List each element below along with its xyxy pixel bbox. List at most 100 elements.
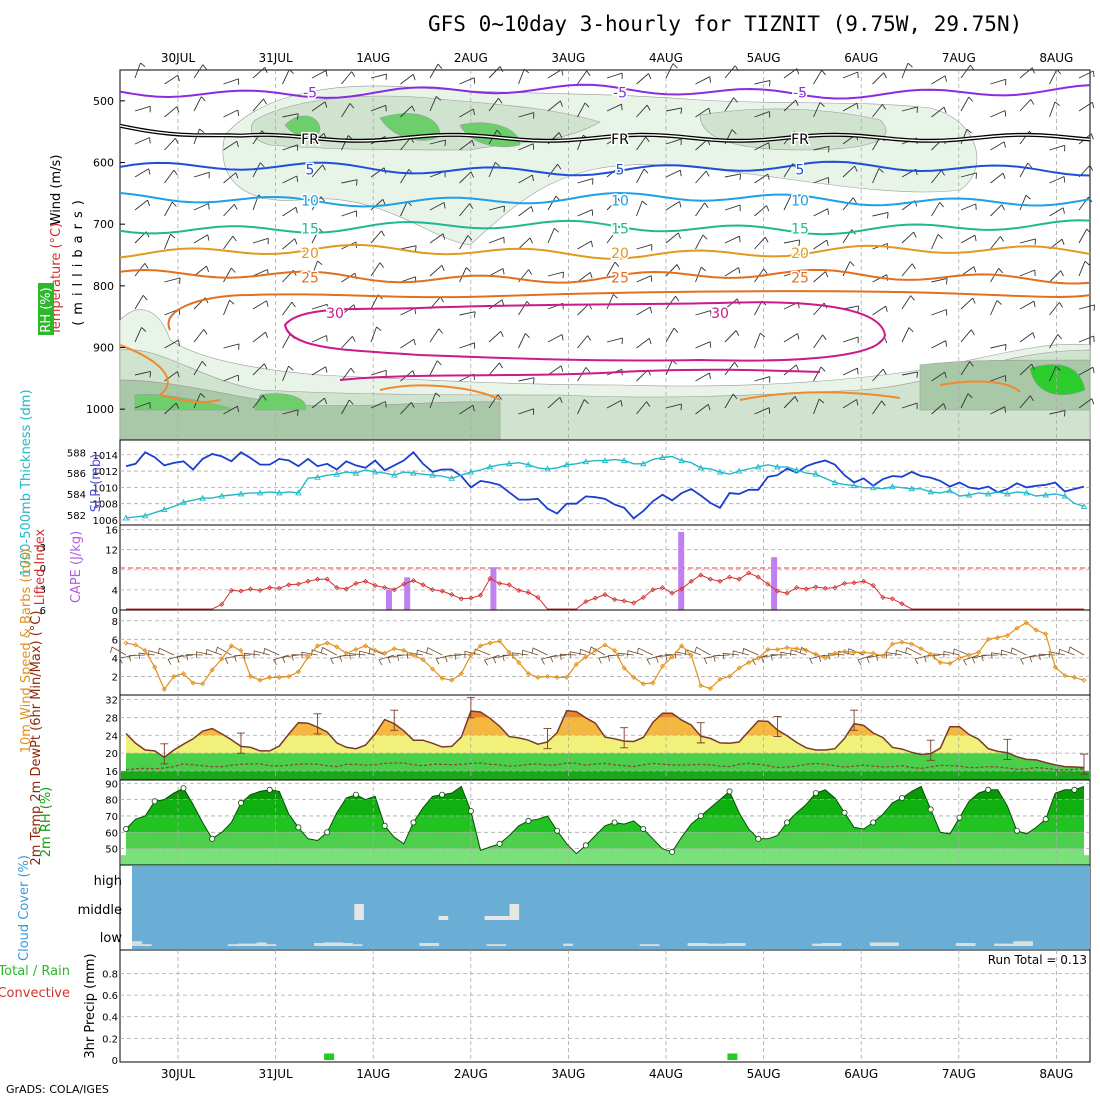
- wind-barb: [577, 335, 592, 349]
- rh-marker: [410, 819, 417, 826]
- contour-label: 25: [611, 271, 629, 287]
- cloud-panel: high middle low: [78, 864, 1091, 951]
- wind10m-barb: [196, 651, 213, 658]
- wind-barb: [783, 99, 799, 112]
- wind-barb: [252, 331, 269, 343]
- wind-barb: [577, 102, 590, 118]
- wind10m-marker: [257, 677, 263, 683]
- li-marker: [410, 578, 416, 584]
- precip-bar: [727, 1053, 738, 1060]
- rh-tick-label: 70: [105, 812, 118, 823]
- precip-axis-label: 3hr Precip (mm): [83, 953, 98, 1058]
- cloud-low-block: [706, 943, 717, 946]
- wind-barb: [872, 368, 887, 382]
- thickness-marker: [467, 468, 475, 475]
- slp-tick-label: 1008: [93, 500, 118, 511]
- cape-tick-label: 4: [112, 586, 118, 597]
- wind-barb: [370, 198, 386, 211]
- wind-barb: [193, 96, 206, 112]
- wind-barb: [695, 107, 711, 118]
- contour-label: 20: [301, 246, 319, 262]
- lifted-index-line: [126, 570, 1084, 610]
- rh-marker: [812, 790, 819, 797]
- rh-low-band: [121, 855, 1089, 865]
- thickness-marker: [793, 466, 800, 473]
- bottom-date-label: 6AUG: [844, 1067, 878, 1081]
- wind10m-panel: 8 6 4 2: [110, 609, 1091, 696]
- wind-barb: [695, 76, 712, 85]
- li-marker: [870, 582, 876, 589]
- li-marker: [439, 588, 445, 594]
- cloud-middle-block: [509, 904, 520, 920]
- wind10m-grid: [120, 610, 1090, 695]
- cloud-low-block: [141, 944, 152, 946]
- wind10m-marker: [525, 671, 531, 677]
- wind-barb: [547, 271, 564, 279]
- wind-barb: [931, 202, 944, 217]
- wind-barb: [429, 63, 443, 79]
- wind-barb: [134, 105, 151, 113]
- wind-barb: [282, 144, 299, 151]
- precip-panel-frame: [119, 949, 1091, 1063]
- wind-barb: [223, 109, 240, 118]
- wind10m-marker: [305, 654, 311, 660]
- rh-marker: [669, 848, 676, 855]
- wind-barb: [341, 179, 358, 186]
- wind-barb: [754, 205, 770, 217]
- wind-barb: [901, 327, 914, 343]
- wind-barb: [901, 371, 919, 378]
- rh-marker: [582, 842, 589, 849]
- wind10m-marker: [755, 655, 761, 661]
- minmax-whisker: [160, 743, 169, 765]
- cape-grid: [120, 525, 1090, 610]
- wind10m-barb: [1029, 654, 1046, 663]
- minmax-whisker: [696, 722, 705, 744]
- wind10m-marker: [966, 652, 972, 658]
- thickness-marker: [716, 468, 724, 475]
- wind-barb: [724, 173, 742, 180]
- wind10m-barb: [483, 654, 500, 666]
- rh-marker: [755, 835, 762, 842]
- precip-convective-label: Convective: [0, 986, 70, 1001]
- rh-marker: [237, 799, 244, 806]
- li-marker: [746, 570, 752, 576]
- wind10m-marker: [420, 657, 426, 663]
- pressure-ylabel: (millibars): [71, 194, 86, 326]
- wind-barb: [252, 237, 269, 245]
- wind-barb: [606, 72, 623, 80]
- wind-barb: [724, 361, 739, 376]
- wind10m-marker: [832, 650, 838, 656]
- wind-barb: [813, 398, 825, 415]
- wind-barb: [665, 169, 682, 178]
- wind10m-barb: [866, 654, 883, 664]
- wind-barb: [577, 70, 591, 85]
- top-date-label: 4AUG: [649, 51, 683, 65]
- wind-barb: [990, 300, 1002, 316]
- wind10m-marker: [401, 647, 407, 654]
- li-marker: [659, 585, 666, 591]
- li-marker: [247, 586, 254, 592]
- wind-barb: [724, 235, 741, 244]
- wind10m-marker: [190, 680, 196, 686]
- top-date-label: 30JUL: [161, 51, 196, 65]
- contour-label: 10: [791, 194, 809, 210]
- wind10m-marker: [573, 661, 579, 667]
- thickness-marker: [505, 460, 513, 467]
- wind-barb: [813, 239, 829, 250]
- wind10m-barb: [694, 646, 711, 656]
- temperature-panel: 32 28 24 20 16: [105, 694, 1091, 781]
- wind-barb: [547, 227, 560, 244]
- wind-barb: [960, 64, 975, 79]
- cloud-low-block: [227, 944, 238, 946]
- wind-tick-label: 6: [112, 635, 118, 646]
- rh-marker: [151, 798, 158, 805]
- precip-tick-label: 0.6: [102, 991, 118, 1002]
- wind-barb: [164, 74, 180, 85]
- wind10m-marker: [822, 655, 828, 661]
- wind-barb: [311, 335, 328, 343]
- wind-barb: [665, 232, 681, 244]
- wind-barb: [1019, 332, 1036, 343]
- li-marker: [794, 585, 800, 591]
- wind10m-marker: [621, 665, 627, 671]
- wind10m-barb: [1000, 649, 1018, 657]
